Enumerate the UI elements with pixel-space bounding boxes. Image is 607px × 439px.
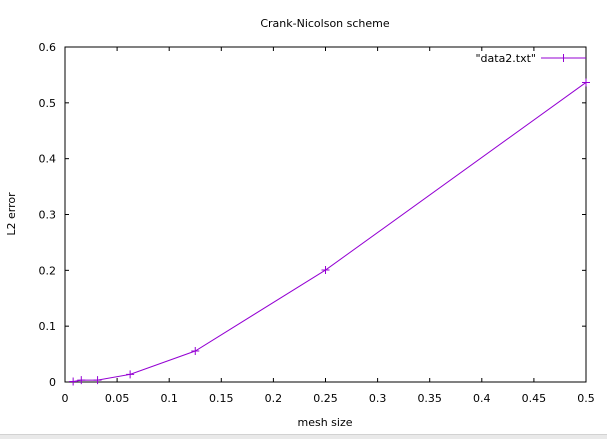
x-tick-label: 0.1 (160, 392, 178, 405)
legend-label: "data2.txt" (475, 52, 536, 65)
y-tick-label: 0.4 (39, 153, 57, 166)
y-tick-label: 0.5 (39, 97, 57, 110)
data-point (93, 376, 102, 385)
data-point (191, 347, 200, 356)
plot-frame (64, 46, 587, 383)
legend: "data2.txt" (475, 52, 586, 65)
x-axis-title: mesh size (297, 416, 352, 429)
series-layer (69, 78, 590, 386)
x-tick-label: 0.5 (577, 392, 595, 405)
x-tick-label: 0.45 (522, 392, 547, 405)
y-axis-title: L2 error (5, 192, 18, 236)
legend-marker (559, 54, 568, 62)
series-line (73, 82, 587, 383)
x-tick-label: 0.35 (417, 392, 442, 405)
data-point (69, 377, 78, 386)
data-point (126, 370, 135, 379)
x-tick-label: 0.25 (313, 392, 338, 405)
y-tick-label: 0.2 (39, 264, 57, 277)
chart-title: Crank-Nicolson scheme (260, 17, 390, 30)
x-tick-label: 0 (62, 392, 69, 405)
data-point (77, 376, 86, 385)
x-tick-label: 0.15 (209, 392, 234, 405)
data-point (321, 266, 330, 275)
window-bottom-edge (0, 434, 607, 439)
x-axis: 0 0.05 0.1 0.15 0.2 0.25 0.3 0.35 0.4 0.45 0.5 (62, 47, 595, 405)
data-point (582, 78, 590, 87)
y-tick-label: 0.6 (39, 41, 57, 54)
y-tick-label: 0.1 (39, 320, 57, 333)
y-tick-label: 0.3 (39, 209, 57, 222)
y-tick-label: 0 (49, 376, 56, 389)
y-axis: 0 0.1 0.2 0.3 0.4 0.5 0.6 (39, 41, 586, 389)
x-tick-label: 0.05 (105, 392, 130, 405)
x-tick-label: 0.4 (473, 392, 491, 405)
x-tick-label: 0.2 (265, 392, 283, 405)
x-tick-label: 0.3 (369, 392, 387, 405)
legend-sample (541, 54, 586, 62)
